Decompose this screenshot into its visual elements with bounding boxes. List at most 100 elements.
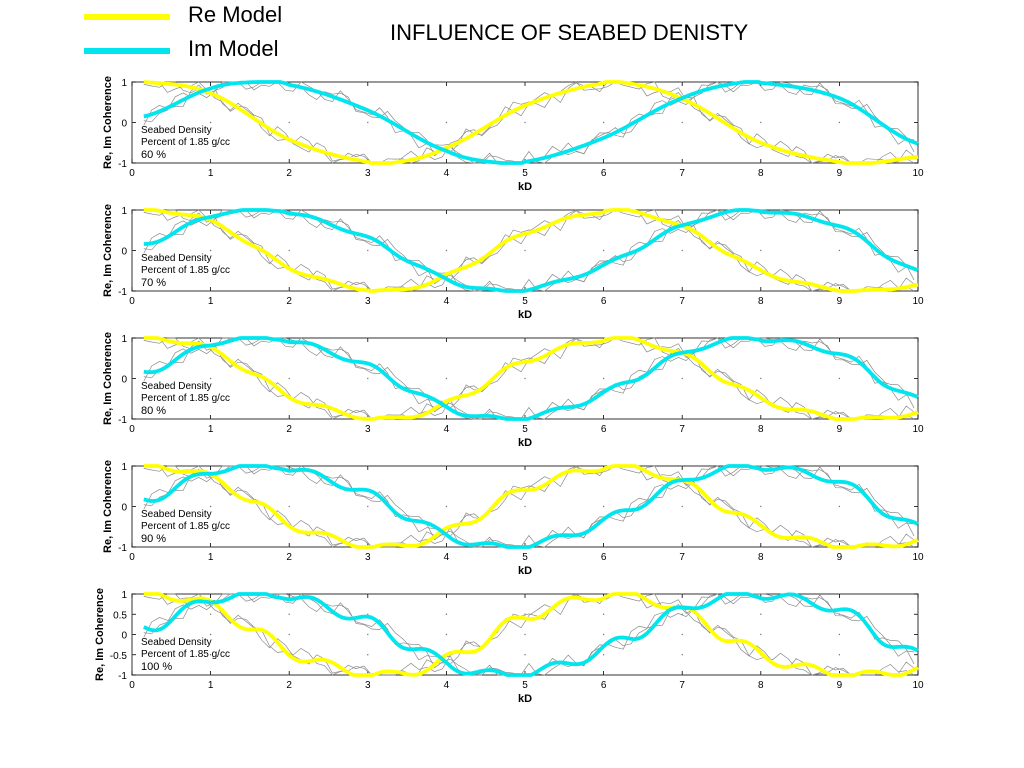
grid-dot [681,633,683,636]
x-tick-label: 10 [912,424,924,435]
measured-trace [143,209,915,292]
x-tick-label: 3 [365,168,371,179]
grid-dot [367,249,369,252]
grid-dot [367,121,369,124]
grid-dot [681,377,683,380]
x-tick-label: 1 [208,424,214,435]
x-tick-label: 10 [912,680,924,691]
x-tick-label: 5 [522,552,528,563]
grid-dot [838,633,841,636]
y-tick-label: 0 [121,247,127,258]
y-tick-label: 1 [121,462,127,473]
x-tick-label: 6 [601,296,607,307]
x-tick-label: 6 [601,168,607,179]
annotation-density-label: Seabed Density [141,253,212,264]
x-tick-label: 2 [286,168,292,179]
x-tick-label: 7 [679,424,685,435]
x-tick-label: 5 [522,168,528,179]
x-tick-label: 1 [208,296,214,307]
grid-dot [209,633,212,636]
x-tick-label: 4 [444,552,450,563]
x-tick-label: 8 [758,552,764,563]
grid-dot [367,505,369,508]
grid-dot [602,654,605,656]
grid-dot [681,505,683,508]
x-tick-label: 8 [758,296,764,307]
x-tick-label: 0 [129,296,135,307]
x-axis-label: kD [518,309,532,321]
grid-dot [524,633,526,636]
grid-dot [524,249,526,252]
annotation-percent-label: Percent of 1.85 g/cc [141,393,230,404]
x-tick-label: 7 [679,680,685,691]
x-tick-label: 0 [129,680,135,691]
y-tick-label: 1 [121,590,127,601]
x-tick-label: 0 [129,552,135,563]
grid-dot [760,121,762,124]
x-tick-label: 9 [837,424,843,435]
measured-trace [143,465,915,548]
y-tick-label: -1 [118,671,127,682]
annotation-percent-value: 80 % [141,405,166,417]
grid-dot [838,249,841,252]
x-tick-label: 8 [758,680,764,691]
grid-dot [838,654,841,656]
x-tick-label: 2 [286,296,292,307]
annotation-percent-value: 90 % [141,533,166,545]
y-tick-label: -0.5 [110,651,128,662]
y-tick-label: 0 [121,375,127,386]
grid-dot [760,377,762,380]
grid-dot [838,121,841,124]
chart-panel: 0 1 2 3 4 5 6 7 8 9 10 -1 -0.5 0 0.5 1 kD Re, Im Coherenc… [94,588,924,705]
grid-dot [209,613,212,615]
grid-dot [602,377,605,380]
x-tick-label: 7 [679,296,685,307]
grid-dot [209,505,212,508]
annotation-percent-label: Percent of 1.85 g/cc [141,265,230,276]
x-tick-label: 2 [286,552,292,563]
annotation-density-label: Seabed Density [141,509,212,520]
y-axis-label: Re, Im Coherence [102,332,114,425]
grid-dot [524,377,526,380]
grid-dot [367,633,369,636]
x-tick-label: 1 [208,680,214,691]
y-axis-label: Re, Im Coherence [102,204,114,297]
x-tick-label: 3 [365,680,371,691]
y-axis-label: Re, Im Coherence [102,460,114,553]
x-tick-label: 7 [679,168,685,179]
grid-dot [524,121,526,124]
y-tick-label: -1 [118,415,127,426]
grid-dot [367,654,369,656]
x-tick-label: 6 [601,680,607,691]
re-model-line [143,80,919,165]
grid-dot [288,613,290,615]
x-axis-label: kD [518,565,532,577]
y-tick-label: 1 [121,206,127,217]
grid-dot [524,613,526,615]
grid-dot [760,633,762,636]
x-tick-label: 5 [522,424,528,435]
grid-dot [367,613,369,615]
x-tick-label: 0 [129,168,135,179]
grid-dot [760,505,762,508]
x-tick-label: 5 [522,296,528,307]
x-tick-label: 6 [601,552,607,563]
annotation-percent-value: 60 % [141,149,166,161]
annotation-percent-value: 100 % [141,661,172,673]
x-tick-label: 9 [837,552,843,563]
y-tick-label: 1 [121,334,127,345]
x-tick-label: 7 [679,552,685,563]
y-tick-label: -1 [118,159,127,170]
x-axis-label: kD [518,693,532,705]
x-tick-label: 10 [912,168,924,179]
y-tick-label: 1 [121,78,127,89]
grid-dot [288,249,290,252]
y-tick-label: 0 [121,503,127,514]
x-tick-label: 3 [365,424,371,435]
grid-dot [681,249,683,252]
grid-dot [209,654,212,656]
grid-dot [367,377,369,380]
x-tick-label: 2 [286,424,292,435]
legend-swatch-im-model [84,48,170,54]
